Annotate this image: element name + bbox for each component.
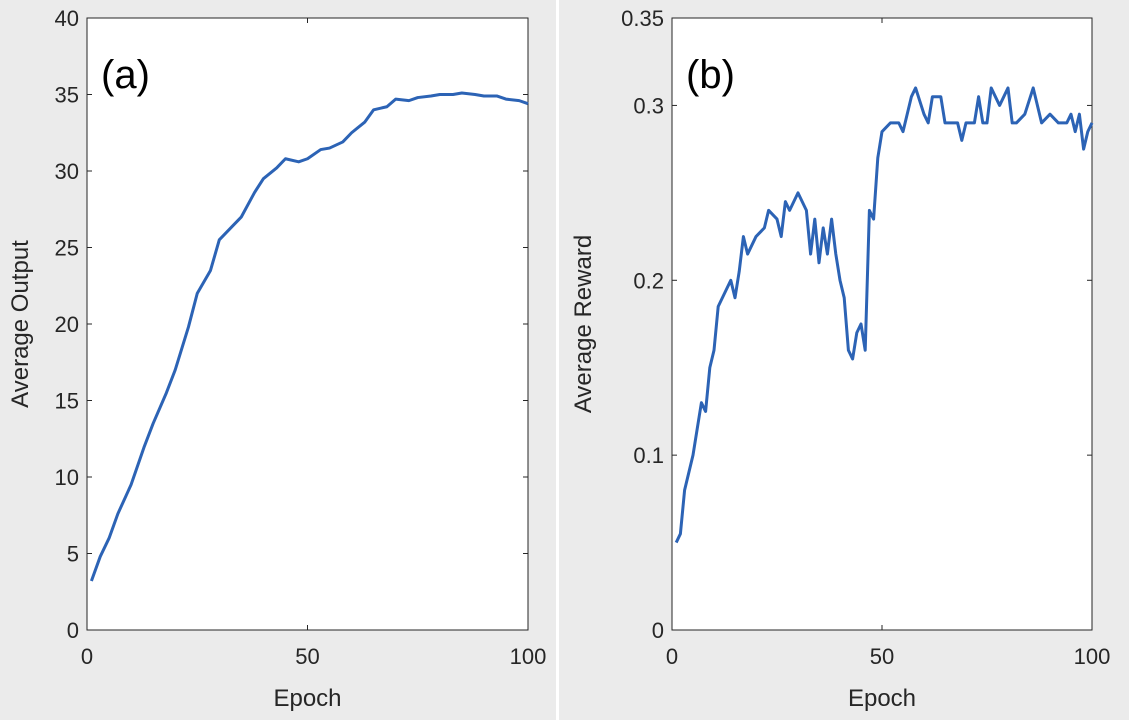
plot-area bbox=[86, 17, 529, 631]
x-tick-label: 50 bbox=[295, 644, 319, 669]
y-tick-label: 20 bbox=[55, 312, 79, 337]
x-tick-label: 50 bbox=[870, 644, 894, 669]
x-axis-label: Epoch bbox=[273, 685, 341, 712]
x-tick-label: 0 bbox=[666, 644, 678, 669]
y-tick-label: 40 bbox=[55, 6, 79, 31]
y-tick-label: 35 bbox=[55, 83, 79, 108]
data-line bbox=[89, 91, 529, 582]
y-tick-label: 0.3 bbox=[633, 93, 664, 118]
y-axis-label: Average Reward bbox=[570, 235, 597, 413]
x-axis-label: Epoch bbox=[848, 685, 916, 712]
y-tick-label: 30 bbox=[55, 159, 79, 184]
data-line bbox=[674, 86, 1094, 544]
y-tick-label: 5 bbox=[67, 542, 79, 567]
y-tick-label: 0 bbox=[652, 618, 664, 643]
y-tick-label: 0.35 bbox=[621, 6, 664, 31]
x-tick-label: 100 bbox=[1074, 644, 1111, 669]
y-tick-label: 0 bbox=[67, 618, 79, 643]
y-tick-label: 0.1 bbox=[633, 443, 664, 468]
x-tick-label: 0 bbox=[81, 644, 93, 669]
panel-label: (b) bbox=[686, 53, 735, 97]
y-tick-label: 25 bbox=[55, 236, 79, 261]
panel-label: (a) bbox=[101, 53, 150, 97]
y-axis-label: Average Output bbox=[7, 240, 34, 408]
x-tick-label: 100 bbox=[510, 644, 547, 669]
y-tick-label: 15 bbox=[55, 389, 79, 414]
y-tick-label: 0.2 bbox=[633, 268, 664, 293]
plot-area bbox=[671, 17, 1093, 631]
y-tick-label: 10 bbox=[55, 465, 79, 490]
